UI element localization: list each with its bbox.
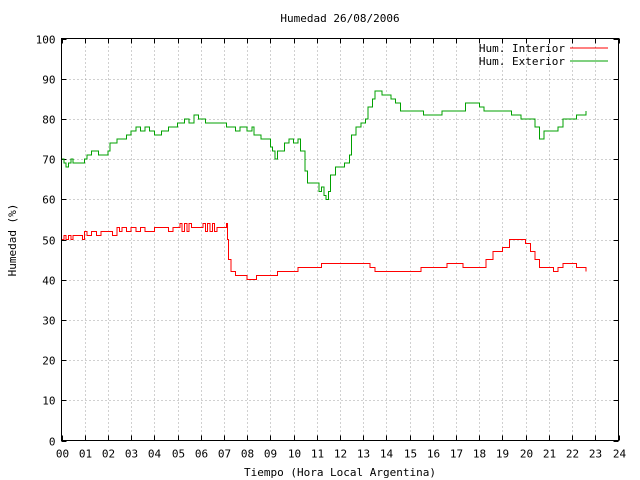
x-tick-label: 22 [566, 448, 579, 461]
x-tick-label: 04 [148, 448, 162, 461]
y-axis-label: Humedad (%) [6, 204, 19, 277]
axis-ticks: 0 10 20 30 40 50 60 70 80 90 100 00 01 02 03 04 05 06 07 08… [36, 34, 627, 461]
x-tick-label: 18 [473, 448, 486, 461]
x-tick-label: 00 [56, 448, 69, 461]
x-tick-label: 06 [195, 448, 208, 461]
x-tick-label: 15 [404, 448, 417, 461]
x-tick-label: 16 [427, 448, 440, 461]
x-tick-label: 05 [172, 448, 185, 461]
y-tick-label: 70 [42, 154, 55, 167]
x-tick-label: 08 [241, 448, 254, 461]
x-tick-label: 13 [357, 448, 370, 461]
x-tick-label: 02 [102, 448, 115, 461]
y-tick-label: 40 [42, 275, 55, 288]
plot-frame [61, 38, 619, 441]
y-tick-label: 30 [42, 315, 55, 328]
x-tick-label: 20 [520, 448, 533, 461]
y-tick-label: 10 [42, 395, 55, 408]
series-line-interior [61, 222, 587, 281]
y-tick-label: 0 [49, 436, 56, 449]
y-tick-label: 50 [42, 235, 55, 248]
y-tick-label: 20 [42, 355, 55, 368]
x-axis-label: Tiempo (Hora Local Argentina) [244, 466, 436, 479]
series-line-exterior [61, 90, 587, 200]
y-tick-label: 90 [42, 74, 55, 87]
series-layer [61, 90, 587, 281]
x-tick-label: 03 [125, 448, 138, 461]
x-tick-label: 01 [79, 448, 92, 461]
x-tick-label: 10 [288, 448, 301, 461]
legend-label: Hum. Interior [479, 42, 565, 55]
y-tick-label: 100 [36, 34, 56, 47]
x-tick-label: 14 [380, 448, 394, 461]
y-tick-label: 60 [42, 194, 55, 207]
x-tick-label: 24 [613, 448, 627, 461]
x-tick-label: 11 [311, 448, 324, 461]
grid-lines [61, 38, 619, 441]
x-tick-label: 07 [218, 448, 231, 461]
chart-title: Humedad 26/08/2006 [280, 12, 399, 25]
x-tick-label: 21 [543, 448, 556, 461]
legend-label: Hum. Exterior [479, 55, 565, 68]
x-tick-label: 17 [450, 448, 463, 461]
x-tick-label: 12 [334, 448, 347, 461]
x-tick-label: 23 [589, 448, 602, 461]
x-tick-label: 19 [496, 448, 509, 461]
x-tick-label: 09 [264, 448, 277, 461]
y-tick-label: 80 [42, 114, 55, 127]
